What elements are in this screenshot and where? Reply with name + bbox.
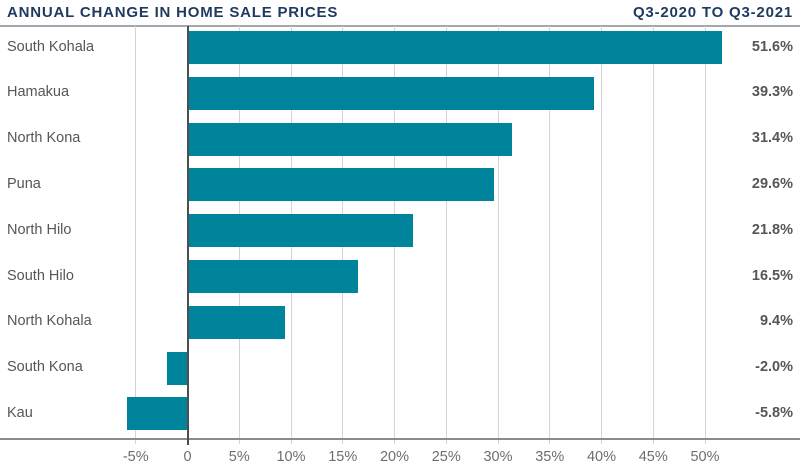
x-tick-label: 0 bbox=[183, 449, 192, 465]
category-label-south-kona: South Kona bbox=[7, 359, 83, 376]
category-label-hamakua: Hamakua bbox=[7, 84, 70, 101]
x-tick-label: 50% bbox=[690, 449, 720, 465]
bar-north-hilo bbox=[187, 214, 414, 248]
x-tick-label: 5% bbox=[228, 449, 250, 465]
chart-title: ANNUAL CHANGE IN HOME SALE PRICES bbox=[7, 4, 339, 21]
value-label-south-kona: -2.0% bbox=[755, 359, 793, 376]
bar-south-kona bbox=[166, 351, 188, 385]
x-tick-label: 45% bbox=[638, 449, 668, 465]
value-label-north-kona: 31.4% bbox=[751, 130, 793, 147]
x-tick-label: 20% bbox=[379, 449, 410, 465]
header-divider bbox=[0, 25, 800, 27]
category-label-south-hilo: South Hilo bbox=[7, 267, 74, 284]
gridline bbox=[497, 26, 499, 444]
value-label-hamakua: 39.3% bbox=[751, 84, 793, 101]
value-label-puna: 29.6% bbox=[751, 175, 793, 192]
gridline bbox=[135, 26, 137, 444]
bar-north-kohala bbox=[187, 305, 285, 339]
value-label-south-hilo: 16.5% bbox=[751, 267, 793, 284]
bar-south-kohala bbox=[187, 31, 722, 64]
gridline bbox=[704, 26, 706, 444]
value-label-kau: -5.8% bbox=[755, 404, 793, 421]
bar-north-kona bbox=[187, 122, 513, 156]
gridline bbox=[445, 26, 447, 444]
bar-south-hilo bbox=[187, 260, 359, 293]
x-tick-label: -5% bbox=[122, 449, 149, 465]
value-label-north-hilo: 21.8% bbox=[751, 221, 793, 238]
x-axis-line bbox=[0, 438, 800, 440]
bar-puna bbox=[187, 168, 494, 202]
x-tick-label: 30% bbox=[483, 449, 513, 465]
category-label-kau: Kau bbox=[7, 404, 33, 421]
gridline bbox=[549, 26, 551, 444]
category-label-south-kohala: South Kohala bbox=[7, 38, 95, 55]
x-tick-label: 25% bbox=[431, 449, 461, 465]
bar-kau bbox=[127, 397, 188, 431]
zero-baseline bbox=[186, 26, 189, 445]
x-tick-label: 40% bbox=[586, 449, 617, 465]
category-label-north-kohala: North Kohala bbox=[7, 313, 92, 330]
category-label-north-kona: North Kona bbox=[7, 130, 81, 147]
bar-hamakua bbox=[187, 76, 595, 110]
category-label-puna: Puna bbox=[7, 175, 41, 192]
x-tick-label: 15% bbox=[328, 449, 358, 465]
value-label-south-kohala: 51.6% bbox=[751, 38, 793, 55]
category-label-north-hilo: North Hilo bbox=[7, 221, 72, 238]
chart-subtitle: Q3-2020 TO Q3-2021 bbox=[632, 4, 793, 21]
x-tick-label: 35% bbox=[535, 449, 565, 465]
value-label-north-kohala: 9.4% bbox=[759, 313, 793, 330]
gridline bbox=[652, 26, 654, 444]
gridline bbox=[601, 26, 602, 444]
x-tick-label: 10% bbox=[276, 449, 306, 465]
